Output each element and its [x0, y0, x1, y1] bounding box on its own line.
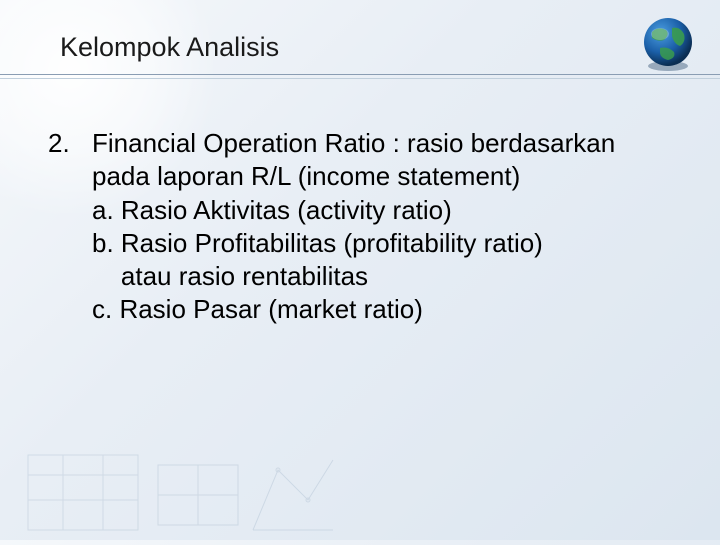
- slide-title: Kelompok Analisis: [60, 32, 720, 63]
- list-item: 2. Financial Operation Ratio : rasio ber…: [48, 127, 672, 327]
- sub-item: c. Rasio Pasar (market ratio): [92, 293, 672, 326]
- main-text: Financial Operation Ratio : rasio berdas…: [92, 127, 672, 194]
- sub-item: a. Rasio Aktivitas (activity ratio): [92, 194, 672, 227]
- list-number: 2.: [48, 127, 92, 160]
- list-body: Financial Operation Ratio : rasio berdas…: [92, 127, 672, 327]
- slide-body: 2. Financial Operation Ratio : rasio ber…: [0, 69, 720, 327]
- blueprint-decoration: [18, 445, 338, 540]
- slide-header: Kelompok Analisis: [0, 0, 720, 69]
- sub-item: b. Rasio Profitabilitas (profitability r…: [92, 227, 672, 260]
- sub-item-cont: atau rasio rentabilitas: [92, 260, 672, 293]
